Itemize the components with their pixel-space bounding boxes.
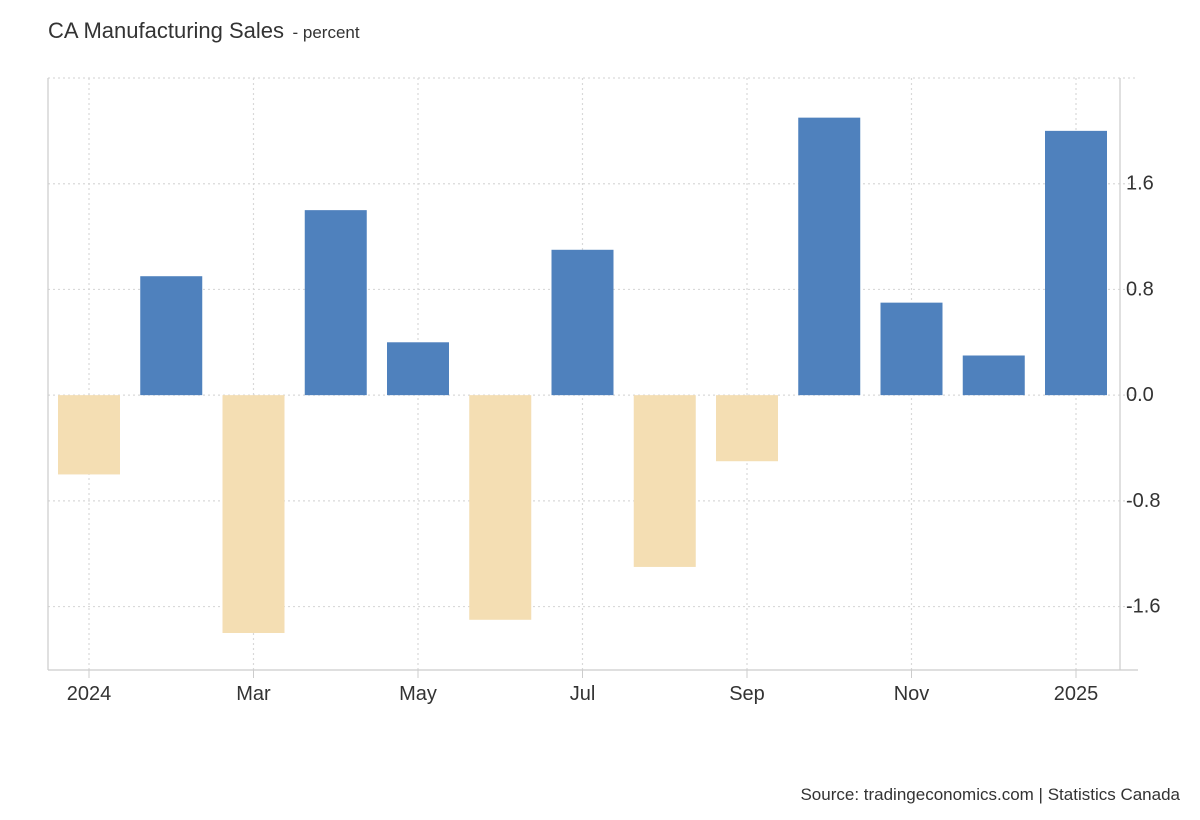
bar xyxy=(716,395,778,462)
x-tick-label: 2025 xyxy=(1054,683,1099,705)
bar-layer xyxy=(58,117,1107,633)
bar xyxy=(140,276,203,396)
axis-layer xyxy=(47,78,1138,678)
x-tick-label: Mar xyxy=(236,683,271,705)
source-note: Source: tradingeconomics.com | Statistic… xyxy=(800,785,1180,804)
bar xyxy=(551,249,614,396)
y-tick-label: 0.8 xyxy=(1126,278,1154,300)
bar xyxy=(469,395,532,620)
x-tick-label: Nov xyxy=(894,683,930,705)
bar xyxy=(633,395,696,567)
chart-title-main: CA Manufacturing Sales xyxy=(48,18,285,43)
label-layer: 1.6 0.8 0.0 -0.8 -1.6 2024 Mar May Jul Sep Nov 2025 xyxy=(67,173,1161,705)
bar xyxy=(1045,130,1107,396)
y-tick-label: -0.8 xyxy=(1126,490,1160,512)
chart-title: CA Manufacturing Sales - percent xyxy=(48,18,360,44)
y-tick-label: 1.6 xyxy=(1126,173,1154,195)
bar xyxy=(222,395,285,633)
bar xyxy=(880,302,943,396)
y-tick-label: -1.6 xyxy=(1126,596,1160,618)
chart-title-unit: - percent xyxy=(292,23,360,42)
bar xyxy=(962,355,1025,396)
y-tick-label: 0.0 xyxy=(1126,384,1154,406)
bar xyxy=(58,395,120,475)
x-tick-label: May xyxy=(399,683,437,705)
bar xyxy=(304,210,367,396)
bar xyxy=(798,117,861,396)
x-tick-label: 2024 xyxy=(67,683,112,705)
x-tick-label: Sep xyxy=(729,683,765,705)
bar xyxy=(387,342,449,396)
x-tick-label: Jul xyxy=(570,683,596,705)
